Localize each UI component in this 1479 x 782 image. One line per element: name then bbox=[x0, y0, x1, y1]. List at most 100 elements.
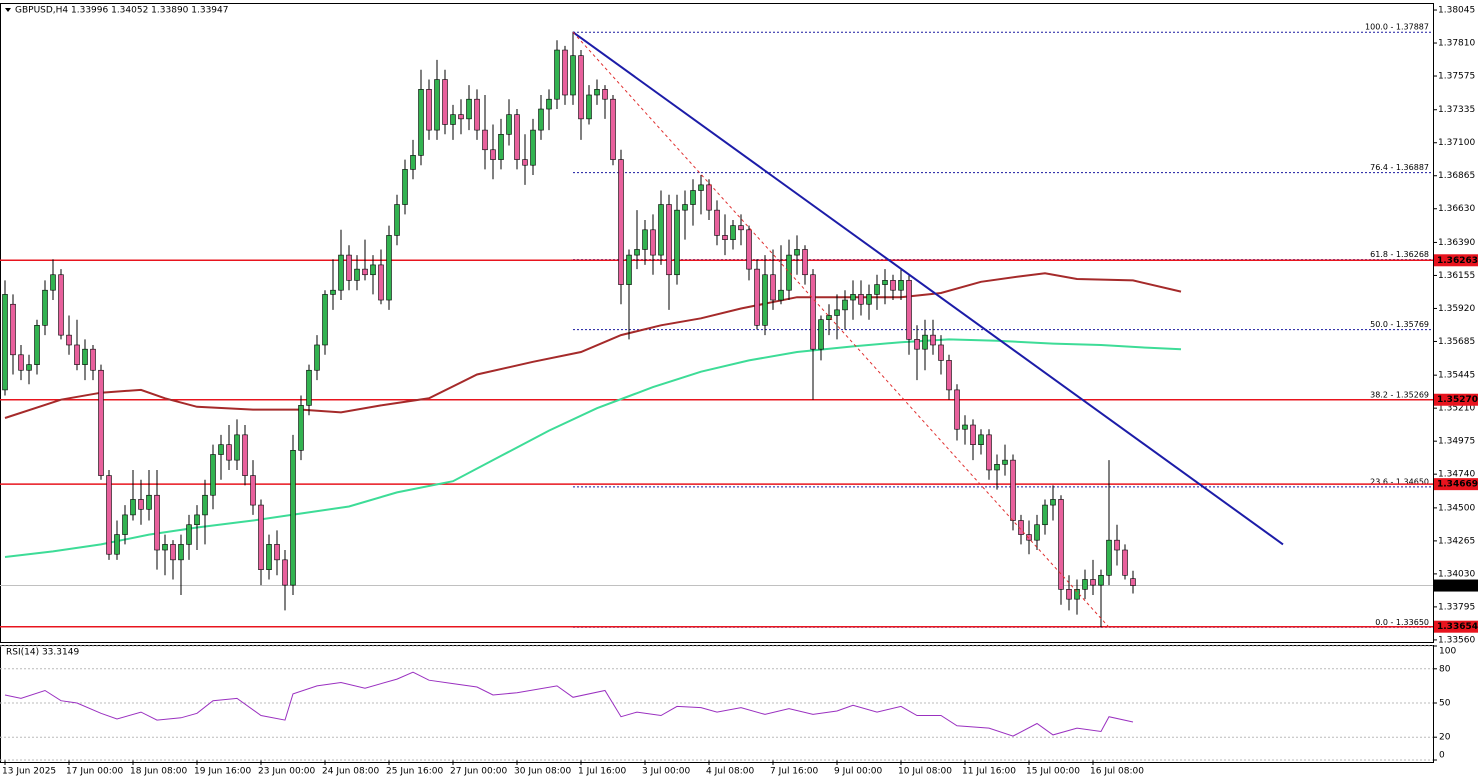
candle-body bbox=[410, 155, 416, 170]
candle-body bbox=[442, 79, 448, 125]
candle-body bbox=[1114, 539, 1120, 551]
candle-body bbox=[962, 424, 968, 430]
y-tick-label: 1.34265 bbox=[1438, 536, 1475, 546]
candle-body bbox=[322, 294, 328, 346]
candle-body bbox=[234, 434, 240, 461]
candle-body bbox=[66, 334, 72, 346]
fib-label: 38.2 - 1.35269 bbox=[1370, 390, 1429, 399]
y-tick-label: 1.33795 bbox=[1438, 602, 1475, 612]
candle-body bbox=[1058, 499, 1064, 590]
candle-body bbox=[698, 184, 704, 191]
candle-body bbox=[498, 134, 504, 160]
candle-body bbox=[130, 499, 136, 516]
candle-body bbox=[978, 434, 984, 445]
candle-body bbox=[634, 249, 640, 256]
x-tick-label: 19 Jun 16:00 bbox=[194, 767, 251, 777]
candle-body bbox=[650, 229, 656, 256]
candle-body bbox=[818, 319, 824, 350]
candle-body bbox=[746, 229, 752, 270]
candle-body bbox=[1082, 579, 1088, 590]
candle-body bbox=[562, 49, 568, 96]
level-price-box bbox=[1434, 478, 1478, 491]
candle-body bbox=[58, 274, 64, 336]
level-price-box bbox=[1434, 620, 1478, 633]
candle-body bbox=[578, 55, 584, 120]
y-tick-label: 1.33560 bbox=[1438, 635, 1475, 645]
candle-body bbox=[90, 348, 96, 371]
candle-body bbox=[754, 268, 760, 326]
candle-body bbox=[138, 499, 144, 510]
candle-body bbox=[338, 254, 344, 291]
moving-average bbox=[4, 272, 1182, 419]
candle-body bbox=[858, 294, 864, 305]
candle-body bbox=[1050, 499, 1056, 506]
candle-body bbox=[490, 149, 496, 160]
x-tick-label: 9 Jul 00:00 bbox=[834, 767, 883, 777]
x-tick-label: 11 Jul 16:00 bbox=[962, 767, 1016, 777]
candle-body bbox=[882, 280, 888, 285]
trend-line bbox=[572, 31, 1110, 628]
candle-body bbox=[1130, 578, 1136, 586]
candle-body bbox=[186, 524, 192, 545]
candle-body bbox=[1026, 534, 1032, 541]
y-tick-label: 1.35210 bbox=[1438, 404, 1475, 414]
candle-body bbox=[466, 98, 472, 120]
candle-body bbox=[706, 184, 712, 211]
trend-line bbox=[572, 31, 1284, 546]
price-panel bbox=[0, 3, 1434, 643]
chart-title: GBPUSD,H4 1.33996 1.34052 1.33890 1.3394… bbox=[15, 6, 228, 16]
x-tick-label: 3 Jul 00:00 bbox=[642, 767, 691, 777]
candle-body bbox=[42, 289, 48, 326]
candle-body bbox=[10, 303, 16, 356]
y-tick-label: 1.35685 bbox=[1438, 337, 1475, 347]
x-tick-label: 7 Jul 16:00 bbox=[770, 767, 819, 777]
y-tick-label: 0 bbox=[1439, 751, 1445, 761]
fib-label: 100.0 - 1.37887 bbox=[1365, 23, 1429, 32]
candle-body bbox=[642, 229, 648, 250]
fib-label: 76.4 - 1.36887 bbox=[1370, 163, 1429, 172]
candle-body bbox=[890, 280, 896, 291]
candle-body bbox=[1034, 524, 1040, 541]
candle-body bbox=[122, 514, 128, 535]
candle-body bbox=[194, 514, 200, 526]
candle-body bbox=[986, 434, 992, 471]
candle-body bbox=[378, 264, 384, 301]
candle-body bbox=[162, 544, 168, 551]
candle-body bbox=[106, 475, 112, 555]
x-tick-label: 10 Jul 08:00 bbox=[898, 767, 952, 777]
symbol-menu-arrow[interactable] bbox=[5, 8, 11, 12]
candle-body bbox=[730, 225, 736, 240]
candle-body bbox=[362, 268, 368, 276]
y-tick-label: 1.37335 bbox=[1438, 105, 1475, 115]
candle-body bbox=[762, 274, 768, 326]
y-tick-label: 20 bbox=[1439, 733, 1451, 743]
candle-body bbox=[274, 544, 280, 561]
candle-body bbox=[1106, 539, 1112, 576]
x-tick-label: 4 Jul 08:00 bbox=[706, 767, 755, 777]
y-tick-label: 1.36865 bbox=[1438, 171, 1475, 181]
candle-body bbox=[522, 159, 528, 166]
y-tick-label: 100 bbox=[1439, 647, 1456, 657]
candle-body bbox=[770, 274, 776, 301]
y-tick-label: 1.34975 bbox=[1438, 437, 1475, 447]
candle-body bbox=[146, 494, 152, 510]
x-tick-label: 25 Jun 16:00 bbox=[386, 767, 443, 777]
candle-body bbox=[930, 334, 936, 346]
candle-body bbox=[258, 504, 264, 570]
candle-body bbox=[298, 405, 304, 451]
candle-body bbox=[914, 339, 920, 350]
candle-body bbox=[434, 79, 440, 131]
y-tick-label: 1.36390 bbox=[1438, 238, 1475, 248]
candle-body bbox=[354, 268, 360, 281]
candle-body bbox=[1042, 504, 1048, 526]
x-tick-label: 24 Jun 08:00 bbox=[322, 767, 379, 777]
candle-body bbox=[538, 108, 544, 131]
candle-body bbox=[114, 534, 120, 555]
candle-body bbox=[946, 360, 952, 391]
y-tick-label: 1.38045 bbox=[1438, 6, 1475, 16]
candle-body bbox=[82, 348, 88, 365]
candle-body bbox=[450, 114, 456, 125]
candle-body bbox=[1002, 459, 1008, 465]
rsi-panel bbox=[0, 645, 1434, 763]
candle-body bbox=[810, 274, 816, 350]
